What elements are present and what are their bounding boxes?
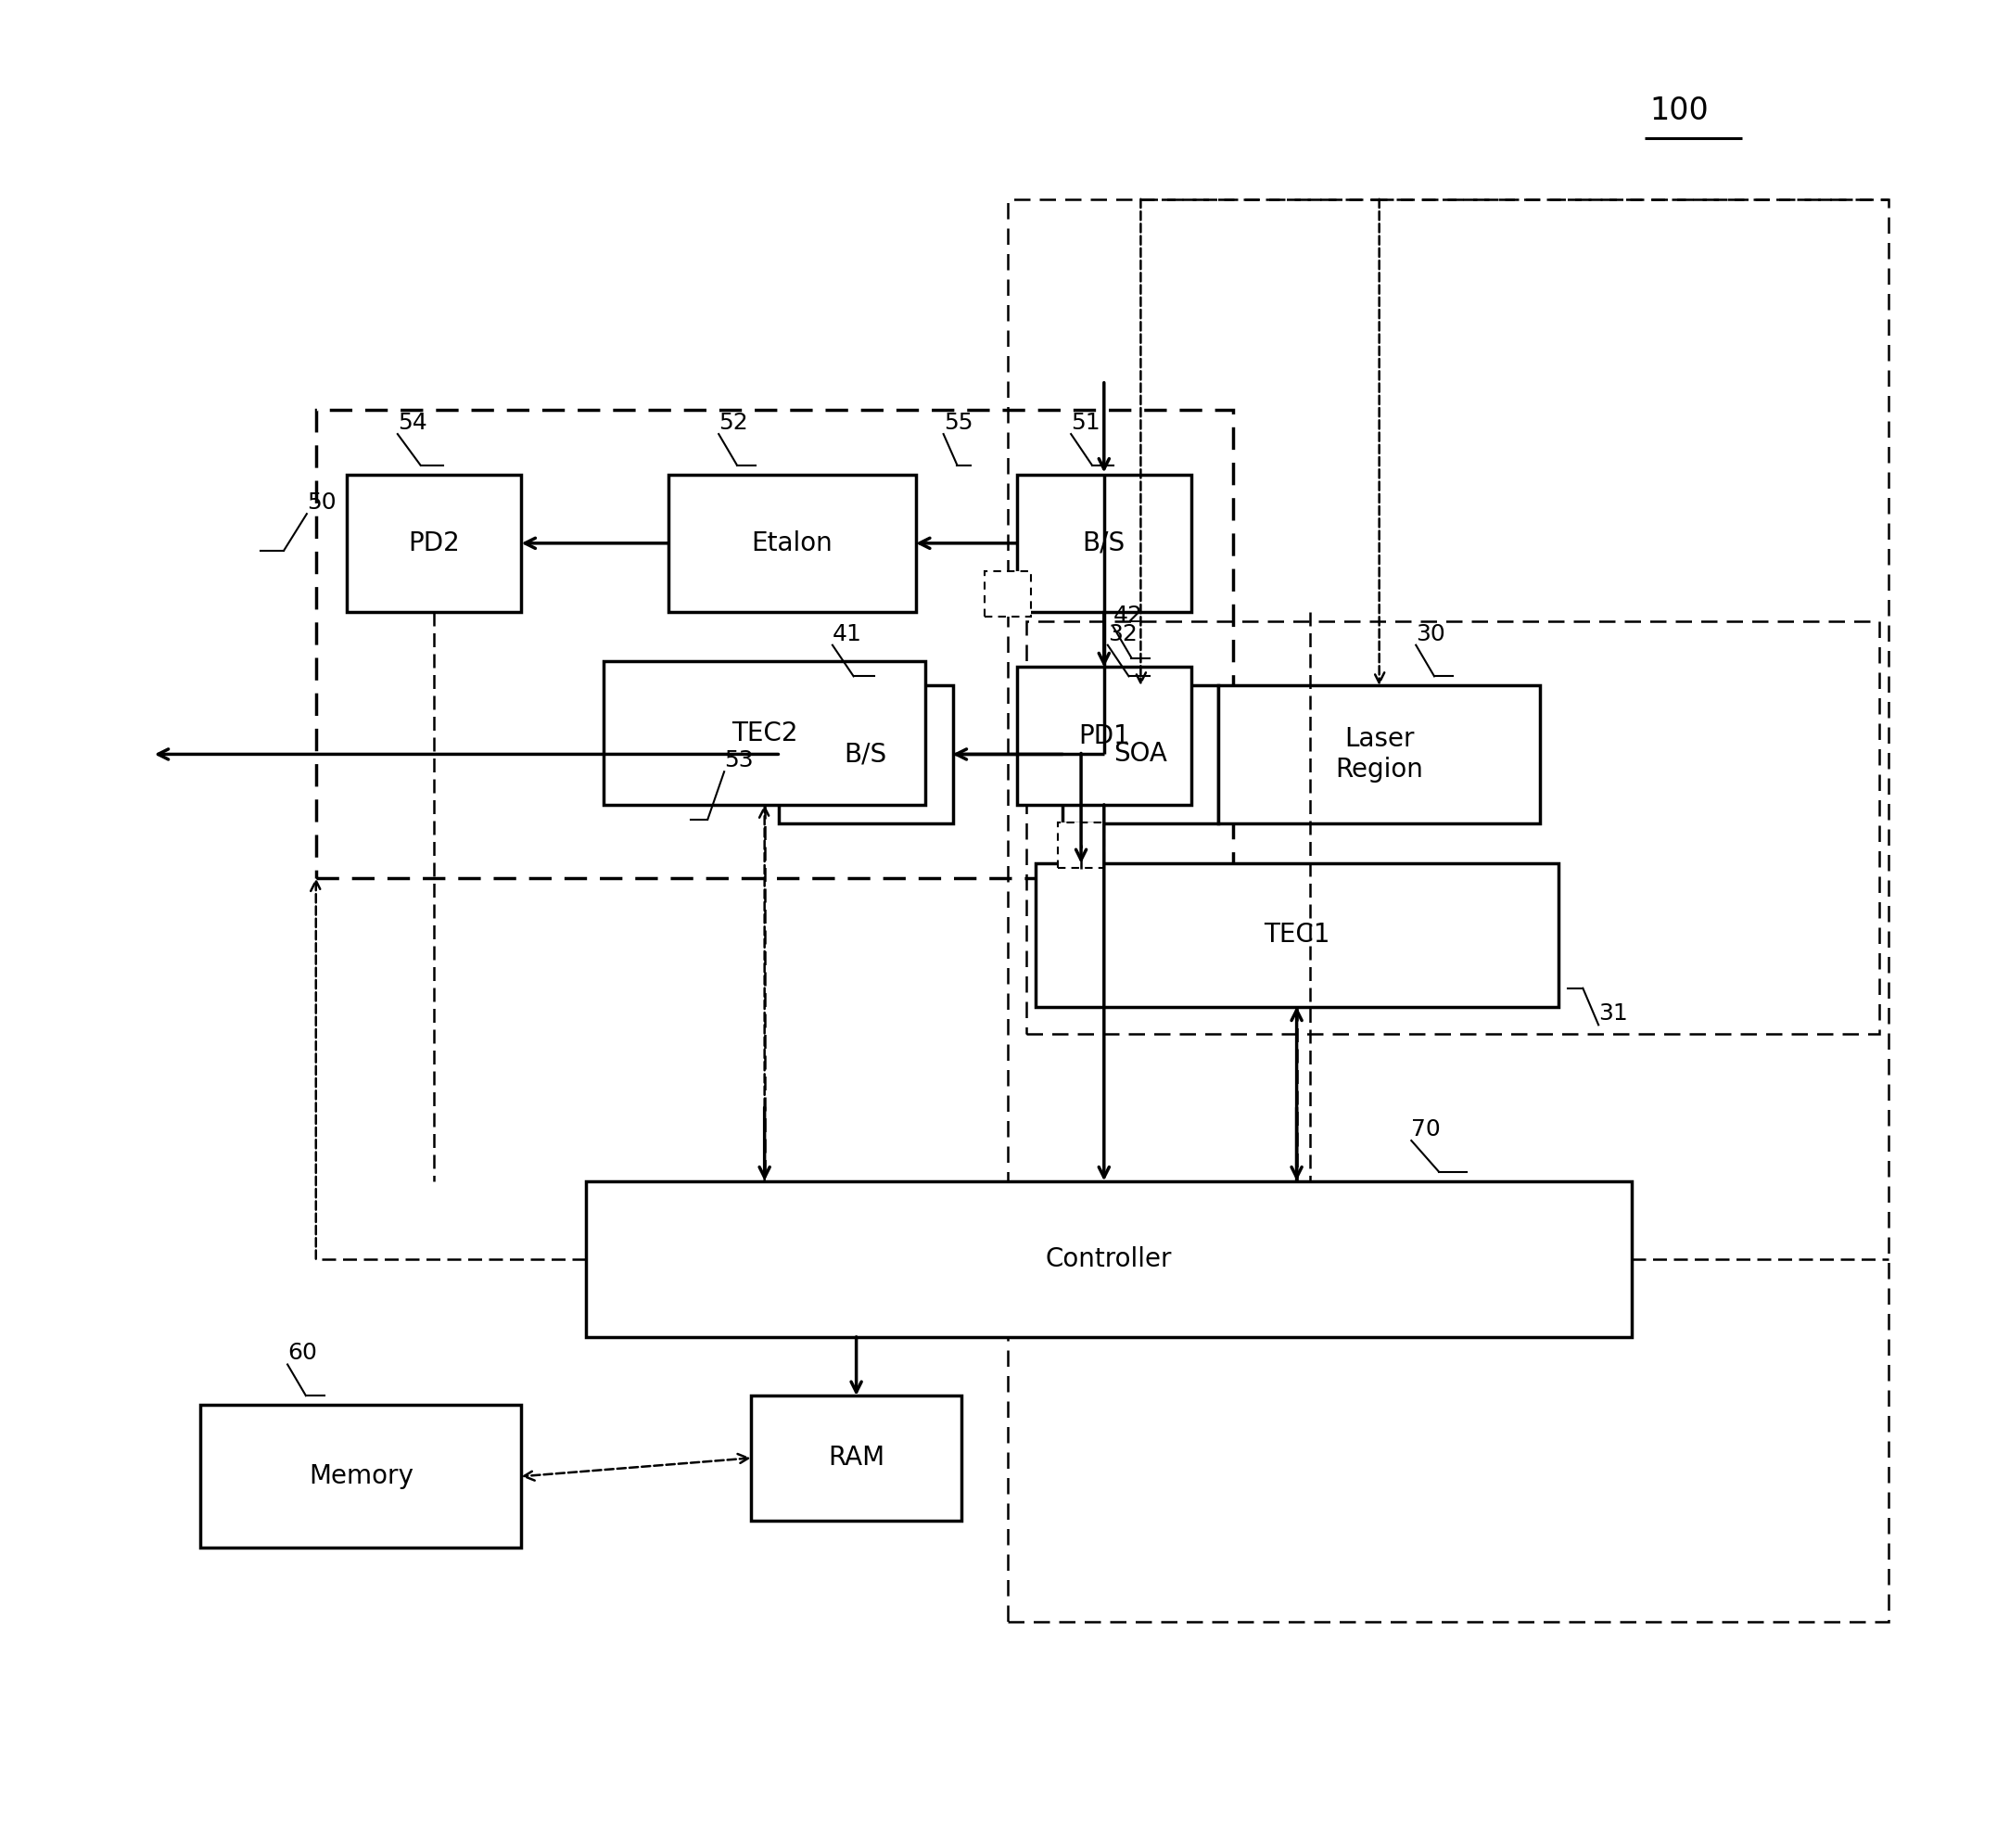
Text: 53: 53 [725,750,753,772]
Text: 70: 70 [1412,1118,1440,1140]
Text: PD2: PD2 [409,530,459,556]
FancyBboxPatch shape [1058,822,1104,869]
Text: 60: 60 [288,1342,318,1364]
FancyBboxPatch shape [200,1404,521,1549]
FancyBboxPatch shape [779,686,953,822]
Text: 100: 100 [1650,94,1709,126]
FancyBboxPatch shape [669,475,917,612]
FancyBboxPatch shape [347,475,521,612]
Text: 42: 42 [1112,604,1142,626]
Text: 41: 41 [833,623,863,645]
Text: 31: 31 [1598,1003,1628,1026]
Text: 30: 30 [1416,623,1446,645]
Text: RAM: RAM [829,1445,885,1471]
FancyBboxPatch shape [1016,475,1190,612]
Text: 52: 52 [719,412,749,434]
Text: 51: 51 [1070,412,1100,434]
FancyBboxPatch shape [985,571,1030,617]
Text: TEC2: TEC2 [731,721,797,747]
Text: B/S: B/S [1082,530,1126,556]
Text: 54: 54 [397,412,427,434]
FancyBboxPatch shape [1034,863,1558,1007]
Text: Controller: Controller [1044,1246,1172,1271]
FancyBboxPatch shape [1218,686,1540,822]
FancyBboxPatch shape [751,1395,963,1521]
Text: TEC1: TEC1 [1264,922,1330,948]
Text: Memory: Memory [310,1464,413,1489]
FancyBboxPatch shape [585,1181,1632,1336]
Text: 50: 50 [308,492,335,514]
FancyBboxPatch shape [603,662,925,804]
Text: Etalon: Etalon [751,530,833,556]
Text: SOA: SOA [1114,741,1168,767]
Text: 55: 55 [943,412,973,434]
FancyBboxPatch shape [1062,686,1218,822]
Text: 32: 32 [1108,623,1136,645]
Text: PD1: PD1 [1078,723,1130,748]
Text: B/S: B/S [845,741,887,767]
Text: Laser
Region: Laser Region [1336,726,1424,782]
FancyBboxPatch shape [1016,667,1190,804]
